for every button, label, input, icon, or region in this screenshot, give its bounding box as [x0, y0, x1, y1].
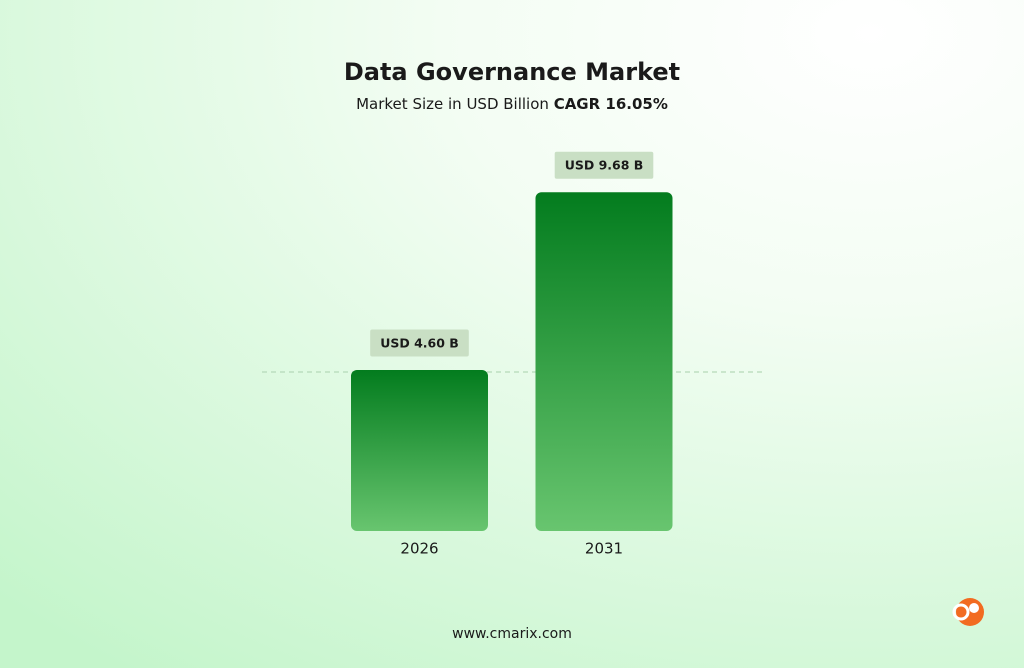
value-label: USD 9.68 B	[565, 158, 644, 173]
bar	[351, 370, 488, 531]
logo	[952, 598, 984, 626]
value-label: USD 4.60 B	[380, 336, 459, 351]
value-label-box	[554, 151, 654, 179]
value-label-box	[370, 329, 469, 357]
x-tick-label: 2031	[585, 540, 623, 558]
subtitle: Market Size in USD Billion	[356, 95, 549, 113]
bar	[535, 192, 673, 531]
chart-subtitle: Market Size in USD Billion CAGR 16.05%	[356, 95, 668, 113]
cagr: CAGR 16.05%	[554, 95, 668, 113]
footer: www.cmarix.com	[452, 626, 572, 642]
chart-title: Data Governance Market	[344, 58, 680, 86]
x-tick-label: 2026	[400, 540, 438, 558]
plot: 2026 USD 4.60 B 2031 USD 9.68 B	[262, 151, 762, 558]
